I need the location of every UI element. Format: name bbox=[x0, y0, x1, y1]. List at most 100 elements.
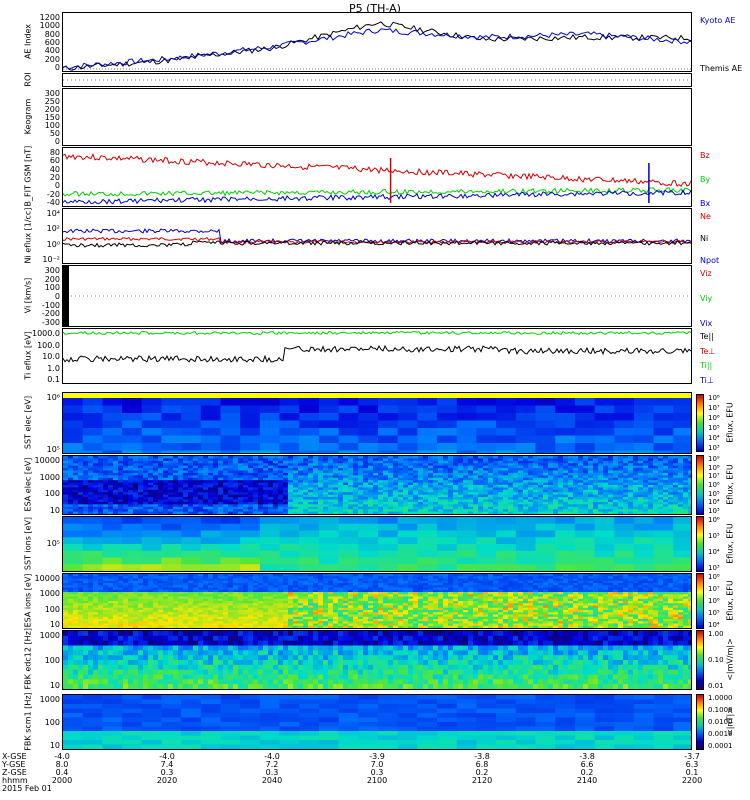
xaxis-tick-x: -4.0 bbox=[54, 752, 70, 761]
xaxis-tick-y: 7.0 bbox=[370, 760, 384, 769]
colorbar-tick: 10⁶ bbox=[708, 597, 720, 605]
ytick-ae: 0 bbox=[54, 63, 60, 72]
legend-bfield-1: By bbox=[700, 175, 711, 184]
colorbar-label: Eflux, EFU bbox=[725, 523, 735, 564]
legend-ae-0: Kyoto AE bbox=[700, 16, 736, 25]
ytick-temp: 1000.0 bbox=[32, 329, 60, 338]
xaxis-tick-t: 2020 bbox=[156, 776, 178, 785]
colorbar-tick: 10⁸ bbox=[708, 463, 720, 472]
panel-density bbox=[62, 208, 692, 264]
xaxis-tick-z: 0.3 bbox=[370, 768, 384, 777]
xaxis-tick-y: 7.4 bbox=[160, 760, 174, 769]
xaxis-row-label: 2015 Feb 01 bbox=[2, 784, 52, 793]
xaxis-tick-t: 2040 bbox=[261, 776, 283, 785]
ytick-temp: 10.0 bbox=[42, 352, 60, 361]
ytick-ae: 1200 bbox=[39, 13, 60, 22]
colorbar-label: Eflux, EFU bbox=[725, 402, 735, 443]
ytick-density: 10⁰ bbox=[46, 239, 60, 249]
colorbar-tick: 10⁶ bbox=[708, 414, 720, 422]
colorbar-tick: 10⁵ bbox=[708, 424, 720, 432]
colorbar-tick: 10³ bbox=[708, 507, 720, 515]
colorbar-tick: 1.0000 bbox=[708, 694, 733, 702]
xaxis-tick-y: 7.2 bbox=[265, 760, 279, 769]
ytick-keogram: 100 bbox=[44, 121, 60, 130]
ytick-density: 10⁴ bbox=[46, 209, 60, 218]
series-kyoto-ae bbox=[63, 28, 691, 70]
plot-esa_i bbox=[63, 574, 691, 628]
xaxis-row-label: X-GSE bbox=[2, 752, 27, 761]
ytick-ae: 200 bbox=[44, 54, 60, 64]
ytick-velocity: 0 bbox=[54, 292, 60, 301]
colorbar-label: <|nT|> bbox=[725, 707, 735, 736]
colorbar-tick: 10⁶ bbox=[708, 516, 720, 524]
ytick-bfield: 80 bbox=[49, 148, 60, 157]
ytick-velocity: -300 bbox=[41, 318, 60, 327]
colorbar-cb_esa_i bbox=[696, 573, 704, 629]
xaxis-tick-t: 2120 bbox=[471, 776, 493, 785]
panel-sst_e bbox=[62, 392, 692, 454]
ytick-temp: 1.0 bbox=[47, 363, 60, 373]
xaxis-tick-z: 0.2 bbox=[475, 768, 489, 777]
ytick-esa_e: 1000 bbox=[39, 472, 60, 482]
colorbar-label: <|mV/m|> bbox=[725, 638, 735, 681]
colorbar-tick: 10⁴ bbox=[708, 548, 720, 556]
legend-density-2: Npot bbox=[700, 256, 720, 265]
colorbar-tick: 10⁷ bbox=[708, 404, 720, 412]
xaxis-row-label: hhmm bbox=[2, 776, 28, 785]
ytick-fbk_e: 100 bbox=[44, 656, 60, 665]
legend-temp-3: Ti⊥ bbox=[700, 376, 714, 385]
ytick-sst_e: 10⁵ bbox=[46, 445, 60, 454]
colorbar-tick: 10⁴ bbox=[708, 434, 720, 442]
colorbar-tick: 10⁵ bbox=[708, 609, 720, 617]
xaxis-tick-z: 0.4 bbox=[55, 768, 69, 777]
colorbar-tick: 10⁷ bbox=[708, 472, 720, 481]
xaxis-row-label: Z-GSE bbox=[2, 768, 27, 777]
ytick-velocity: 200 bbox=[44, 274, 60, 284]
colorbar-label: Eflux, EFU bbox=[725, 464, 735, 505]
colorbar-label: Eflux, EFU bbox=[725, 580, 735, 621]
panel-fbk_b bbox=[62, 694, 692, 750]
legend-velocity-0: Viz bbox=[700, 269, 712, 278]
ytick-bfield: -40 bbox=[46, 198, 60, 207]
legend-bfield-2: Bx bbox=[700, 199, 711, 208]
series-bz bbox=[63, 153, 691, 187]
xaxis-tick-x: -3.8 bbox=[579, 752, 595, 761]
xaxis-tick-y: 6.8 bbox=[475, 760, 489, 769]
xaxis-tick-t: 2200 bbox=[681, 776, 703, 785]
colorbar-tick: 1.00 bbox=[708, 630, 724, 638]
legend-density-1: Ni bbox=[700, 234, 709, 243]
panel-temp bbox=[62, 328, 692, 384]
ytick-fbk_b: 10 bbox=[49, 741, 60, 750]
colorbar-tick: 10⁸ bbox=[708, 573, 720, 581]
ytick-bfield: 40 bbox=[49, 164, 60, 174]
colorbar-cb_esa_e bbox=[696, 455, 704, 515]
legend-velocity-2: Vix bbox=[700, 319, 713, 328]
plot-temp bbox=[63, 330, 691, 363]
ytick-density: 10² bbox=[46, 224, 60, 234]
ytick-esa_i: 100 bbox=[44, 604, 60, 614]
colorbar-tick: 10⁴ bbox=[708, 498, 720, 507]
ytick-esa_i: 1000 bbox=[39, 589, 60, 599]
colorbar-cb_fbk_b bbox=[696, 694, 704, 750]
ytick-temp: 100.0 bbox=[37, 340, 60, 350]
ytick-velocity: -100 bbox=[41, 300, 60, 310]
plot-esa_e bbox=[63, 456, 691, 514]
ytick-ae: 600 bbox=[44, 38, 60, 47]
ytick-keogram: 50 bbox=[49, 129, 60, 138]
xaxis-tick-x: -3.7 bbox=[684, 752, 700, 761]
colorbar-tick: 10⁷ bbox=[708, 585, 720, 593]
xaxis-tick-z: 0.3 bbox=[160, 768, 174, 777]
series-bx bbox=[63, 189, 691, 205]
ytick-esa_i: 10000 bbox=[34, 574, 60, 583]
ytick-ae: 1000 bbox=[39, 21, 60, 31]
plot-roi bbox=[63, 79, 691, 81]
legend-ae-1: Themis AE bbox=[700, 64, 743, 73]
colorbar-tick: 10⁴ bbox=[708, 621, 720, 629]
colorbar-tick: 0.10 bbox=[708, 656, 724, 664]
colorbar-tick: 0.1000 bbox=[708, 706, 733, 714]
ytick-bfield: 20 bbox=[49, 173, 60, 182]
ytick-fbk_b: 100 bbox=[44, 718, 60, 727]
panel-velocity bbox=[62, 265, 692, 327]
panel-roi bbox=[62, 73, 692, 87]
ytick-sst_e: 10⁶ bbox=[46, 393, 60, 402]
